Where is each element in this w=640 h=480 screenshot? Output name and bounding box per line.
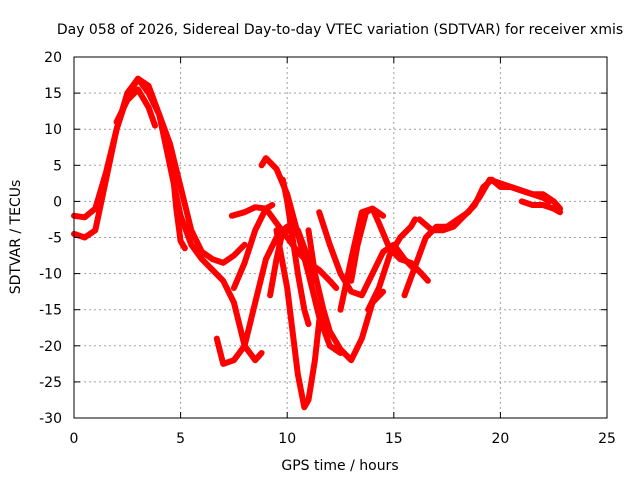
grid [74, 57, 607, 418]
axis-ticks: 0 5 10 15 20 25 20 15 10 5 0 -5 -10 -15 -20 -25 -30 [39, 50, 616, 447]
y-tick-label: -20 [39, 339, 62, 355]
y-tick-label: -5 [48, 231, 62, 247]
series-pass-4 [169, 162, 188, 252]
data-series-group [71, 75, 564, 411]
chart-title: Day 058 of 2026, Sidereal Day-to-day VTE… [57, 22, 623, 38]
series-pass-3 [113, 86, 158, 129]
x-tick-label: 25 [598, 431, 616, 447]
x-tick-label: 0 [70, 431, 79, 447]
x-tick-label: 15 [385, 431, 403, 447]
y-tick-label: -30 [39, 411, 62, 427]
y-tick-label: -10 [39, 267, 62, 283]
series-pass-11 [279, 176, 312, 328]
x-tick-label: 5 [176, 431, 185, 447]
series-pass-16 [365, 216, 419, 313]
series-pass-12 [305, 227, 387, 364]
series-pass-2 [71, 75, 248, 266]
x-tick-label: 10 [278, 431, 296, 447]
x-tick-label: 20 [491, 431, 509, 447]
y-axis-label: SDTVAR / TECUs [8, 180, 24, 295]
y-tick-label: 15 [44, 86, 62, 102]
x-axis-label: GPS time / hours [281, 458, 398, 474]
series-pass-7 [228, 204, 340, 291]
y-tick-label: 20 [44, 50, 62, 66]
series-pass-9 [273, 227, 325, 411]
series-pass-10 [267, 223, 316, 299]
y-tick-label: -25 [39, 375, 62, 391]
series-pass-13 [316, 209, 419, 299]
y-tick-label: 5 [53, 158, 62, 174]
series-pass-1 [71, 75, 265, 364]
y-tick-label: -15 [39, 303, 62, 319]
series-pass-19 [518, 198, 564, 216]
y-tick-label: 0 [53, 194, 62, 210]
y-tick-label: 10 [44, 122, 62, 138]
series-pass-18 [416, 176, 553, 234]
